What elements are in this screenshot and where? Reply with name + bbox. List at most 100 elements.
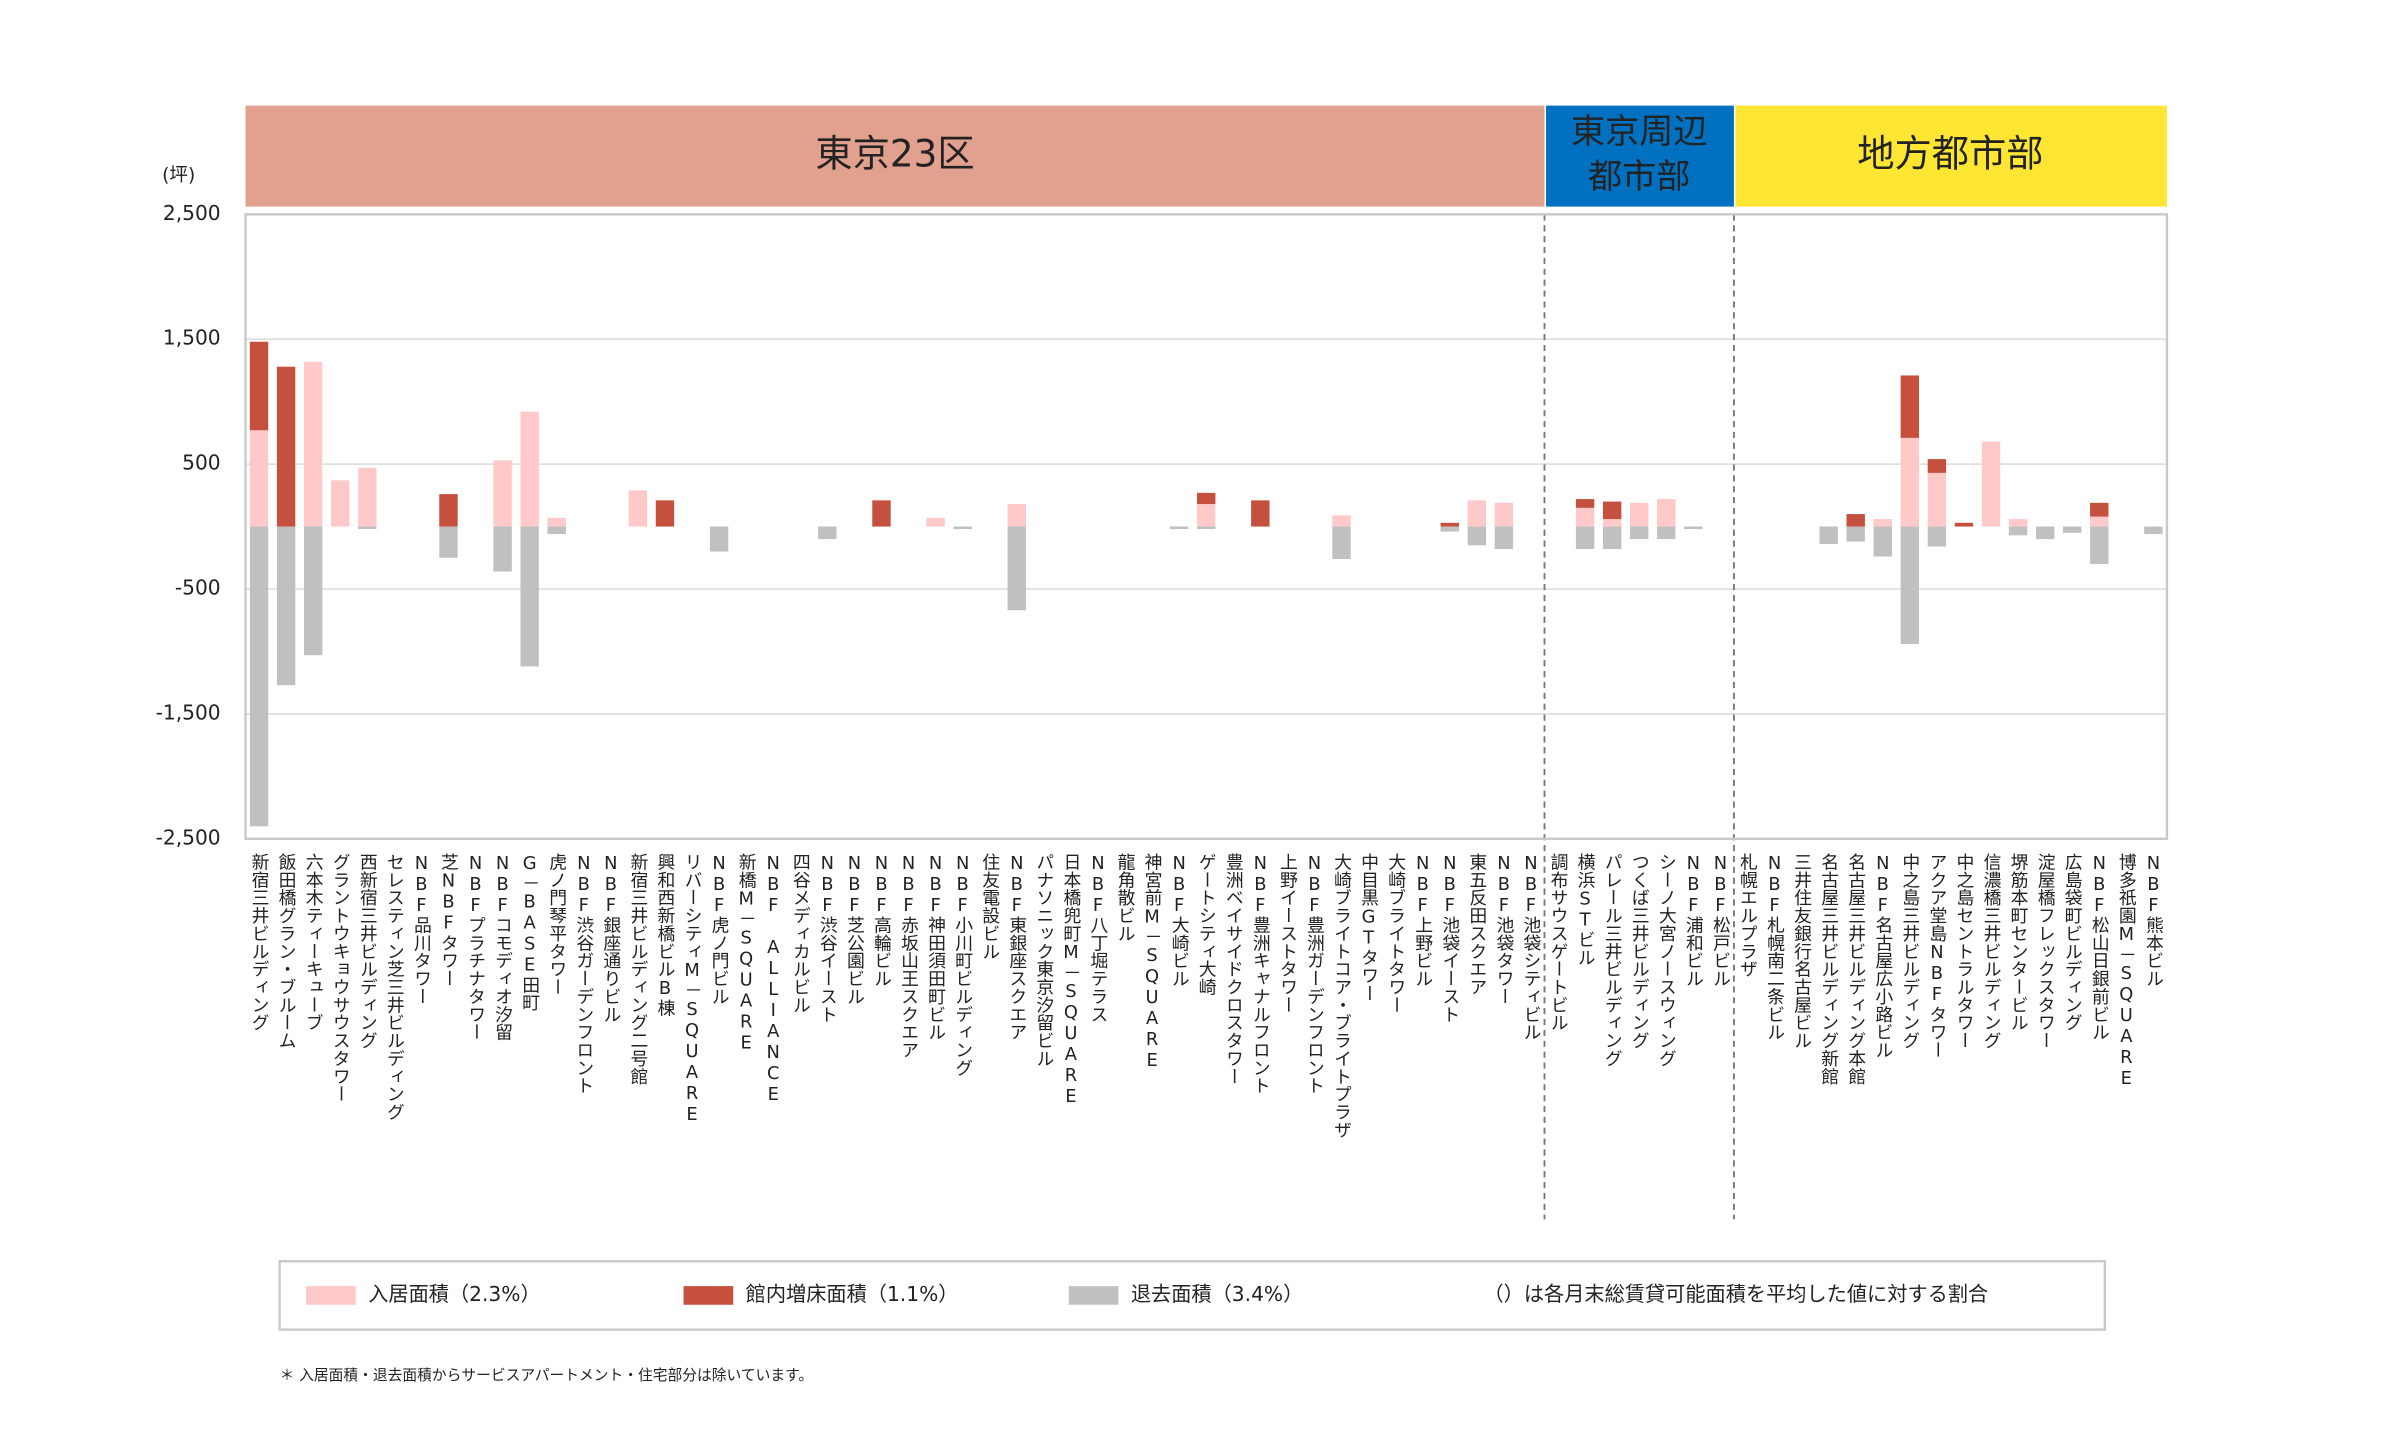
bar <box>358 467 377 527</box>
x-tick-label: 信濃橋三井ビルディング <box>1981 852 2002 1049</box>
y-tick-label: -1,500 <box>156 700 221 724</box>
legend-note: （）は各月末総賃貸可能面積を平均した値に対する割合 <box>1483 1282 1988 1306</box>
x-tick-label: NBF東銀座スクエア <box>1006 853 1027 1041</box>
x-tick-label: NBFプラチナタワー <box>465 853 486 1041</box>
bar <box>709 526 729 552</box>
bar <box>547 526 566 535</box>
x-tick-label: 大崎ブライトタワー <box>1385 852 1406 1013</box>
y-tick-label: 500 <box>182 451 221 475</box>
legend-swatch <box>683 1286 734 1305</box>
x-tick-label: 日本橋兜町M－SQUARE <box>1060 853 1081 1107</box>
bar <box>520 526 539 667</box>
y-tick-label: 1,500 <box>163 326 221 350</box>
bar <box>1657 526 1676 540</box>
x-tick-label: 豊洲ベイサイドクロスタワー <box>1223 852 1244 1084</box>
x-tick-label: つくば三井ビルディング <box>1629 853 1650 1049</box>
bar <box>1575 526 1595 550</box>
legend-label: 館内増床面積（1.1%） <box>746 1282 959 1306</box>
x-tick-label: NBFコモディオ汐留 <box>492 853 513 1041</box>
group-band <box>245 105 1545 207</box>
x-tick-label: 名古屋三井ビルディング新館 <box>1818 852 1839 1084</box>
x-tick-label: NBF八丁堀テラス <box>1087 853 1108 1023</box>
bar <box>520 411 539 527</box>
x-tick-label: アクア堂島NBFタワー <box>1926 853 1947 1059</box>
x-tick-label: 東五反田スクエア <box>1466 852 1487 995</box>
bar <box>1927 459 1947 473</box>
bar <box>1575 507 1595 527</box>
x-tick-label: NBF札幌南二条ビル <box>1764 853 1785 1041</box>
bar <box>1846 526 1865 542</box>
bar <box>1440 526 1459 532</box>
bar <box>358 526 377 530</box>
x-tick-label: NBF池袋イースト <box>1439 853 1460 1023</box>
x-tick-label: NBF赤坂山王スクエア <box>898 853 919 1059</box>
bar <box>1873 526 1892 557</box>
bar <box>1007 526 1026 611</box>
bar <box>1981 441 2001 527</box>
x-tick-label: グラントウキョウサウスタワー <box>330 852 351 1102</box>
x-tick-label: 名古屋三井ビルディング本館 <box>1845 852 1866 1084</box>
x-tick-label: NBF名古屋広小路ビル <box>1872 853 1893 1059</box>
x-tick-label: 虎ノ門琴平タワー <box>546 852 567 995</box>
footnote: ＊ 入居面積・退去面積からサービスアパートメント・住宅部分は除いています。 <box>280 1367 813 1384</box>
bar <box>493 526 512 572</box>
x-tick-label: NBF豊洲ガーデンフロント <box>1304 853 1325 1095</box>
bar <box>1007 504 1026 527</box>
x-tick-label: 新宿三井ビルディング <box>249 852 270 1031</box>
x-tick-label: 神宮前M－SQUARE <box>1142 852 1163 1071</box>
legend-label: 退去面積（3.4%） <box>1131 1282 1303 1306</box>
x-tick-label: NBF上野ビル <box>1412 853 1433 987</box>
x-tick-label: NBF渋谷ガーデンフロント <box>573 853 594 1095</box>
x-tick-label: NBF小川町ビルディング <box>952 853 973 1077</box>
bar <box>249 430 269 527</box>
bar <box>818 526 837 540</box>
x-tick-label: 淀屋橋フレックスタワー <box>2035 852 2056 1049</box>
bar <box>628 490 648 527</box>
legend-swatch <box>1068 1286 1119 1305</box>
bar <box>1467 526 1487 546</box>
x-tick-label: NBF松戸ビル <box>1710 853 1731 987</box>
legend-label: 入居面積（2.3%） <box>368 1282 540 1306</box>
bar <box>1819 526 1838 545</box>
bar <box>1602 501 1622 520</box>
bar <box>493 460 512 527</box>
bar <box>1846 514 1865 527</box>
x-tick-label: 中之島セントラルタワー <box>1953 852 1974 1049</box>
bar <box>1873 519 1892 527</box>
bar <box>439 526 458 558</box>
x-tick-label: 堺筋本町センタービル <box>2008 852 2029 1031</box>
y-tick-label: 2,500 <box>163 201 221 225</box>
x-tick-label: NBF銀座通りビル <box>600 853 621 1023</box>
x-tick-label: 大崎ブライトコア・ブライトプラザ <box>1331 852 1352 1138</box>
bar <box>1197 526 1216 530</box>
bar <box>655 500 675 527</box>
bar <box>1900 526 1920 644</box>
x-tick-label: 三井住友銀行名古屋ビル <box>1791 853 1812 1049</box>
x-tick-label: パナソニック東京汐留ビル <box>1033 853 1054 1067</box>
bar <box>547 517 566 527</box>
x-tick-label: 飯田橋グラン・ブルーム <box>276 852 297 1049</box>
bar <box>249 341 269 431</box>
x-tick-label: 新橋M－SQUARE <box>736 852 757 1053</box>
bar <box>1900 375 1920 438</box>
group-band <box>1735 105 2167 207</box>
x-tick-label: 興和西新橋ビルB棟 <box>654 852 675 1016</box>
legend-box <box>278 1260 2106 1331</box>
y-unit: (坪) <box>162 165 195 186</box>
x-tick-label: NBF渋谷イースト <box>817 853 838 1023</box>
bar <box>2090 526 2109 565</box>
bar <box>439 494 458 527</box>
x-tick-label: NBF豊洲キャナルフロント <box>1250 853 1271 1095</box>
x-tick-label: セレスティン芝三井ビルディング <box>384 853 405 1121</box>
x-tick-label: 博多祇園M－SQUARE <box>2116 852 2137 1089</box>
bar <box>1251 500 1270 527</box>
x-tick-label: NBF ALLIANCE <box>763 853 784 1105</box>
x-tick-label: 中目黒GTタワー <box>1358 852 1379 1001</box>
bar <box>953 526 972 530</box>
bar <box>331 480 350 527</box>
x-tick-label: 広島袋町ビルディング <box>2062 852 2083 1031</box>
bar <box>1467 500 1487 527</box>
x-tick-label: 調布サウスゲートビル <box>1548 852 1569 1031</box>
bar <box>1575 499 1595 508</box>
group-label: 地方都市部 <box>1857 132 2043 176</box>
